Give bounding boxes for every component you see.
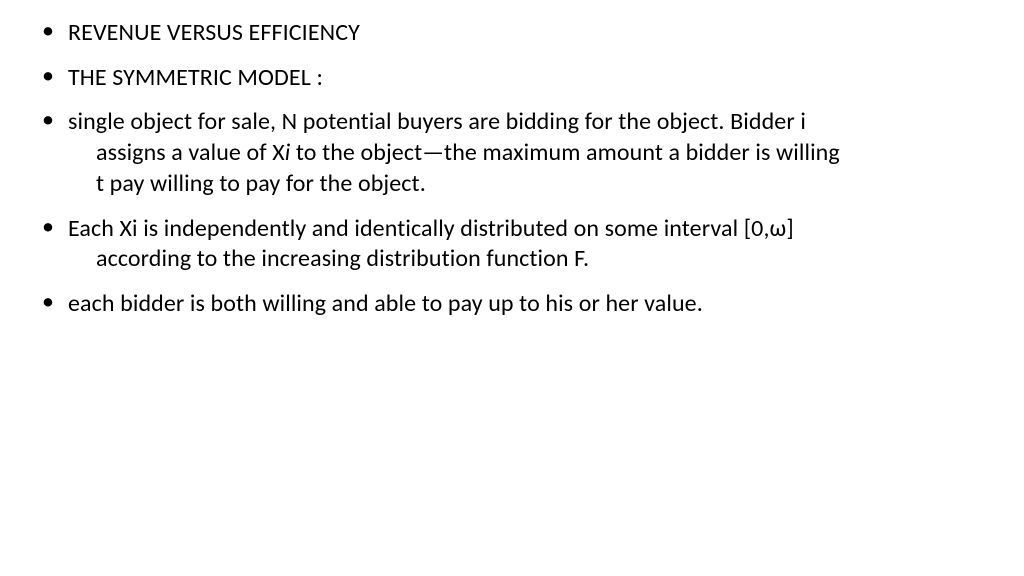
list-item: single object for sale, N potential buye… <box>40 107 984 199</box>
bullet-text: single object for sale, N potential buye… <box>68 107 984 138</box>
bullet-continuation: according to the increasing distribution… <box>68 244 984 275</box>
bullet-text: REVENUE VERSUS EFFICIENCY <box>68 18 984 49</box>
list-item: THE SYMMETRIC MODEL : <box>40 63 984 94</box>
bullet-text: each bidder is both willing and able to … <box>68 289 984 320</box>
text-run: to the object—the maximum amount a bidde… <box>290 138 839 167</box>
slide: REVENUE VERSUS EFFICIENCY THE SYMMETRIC … <box>0 0 1024 576</box>
list-item: REVENUE VERSUS EFFICIENCY <box>40 18 984 49</box>
bullet-text: THE SYMMETRIC MODEL : <box>68 63 984 94</box>
list-item: Each Xi is independently and identically… <box>40 214 984 275</box>
bullet-continuation: t pay willing to pay for the object. <box>68 169 984 200</box>
bullet-continuation: assigns a value of Xi to the object—the … <box>68 138 984 169</box>
bullet-text: Each Xi is independently and identically… <box>68 214 984 245</box>
text-run: single object for sale, N potential buye… <box>68 107 806 136</box>
text-run: assigns a value of X <box>96 138 285 167</box>
bullet-list: REVENUE VERSUS EFFICIENCY THE SYMMETRIC … <box>40 18 984 320</box>
list-item: each bidder is both willing and able to … <box>40 289 984 320</box>
